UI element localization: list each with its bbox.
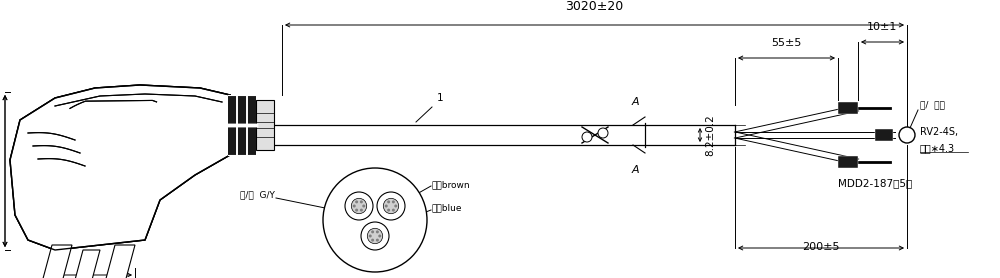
Circle shape [361, 222, 389, 250]
Circle shape [353, 205, 356, 207]
Circle shape [367, 228, 383, 244]
Text: 黃/綠  G/Y: 黃/綠 G/Y [240, 190, 275, 200]
Circle shape [355, 208, 358, 212]
Text: 1: 1 [437, 93, 443, 103]
Text: 黃/  綠色: 黃/ 綠色 [920, 101, 945, 110]
Circle shape [385, 205, 388, 207]
Circle shape [394, 205, 397, 207]
Circle shape [378, 235, 381, 237]
Circle shape [392, 200, 395, 203]
Circle shape [345, 192, 373, 220]
Circle shape [598, 128, 608, 138]
Circle shape [582, 132, 592, 142]
Circle shape [392, 208, 395, 212]
Text: 内径∗4.3: 内径∗4.3 [920, 143, 955, 153]
Bar [256, 100, 274, 150]
Circle shape [369, 235, 372, 237]
Text: 200±5: 200±5 [802, 242, 840, 252]
Text: 8.2±0.2: 8.2±0.2 [705, 114, 715, 156]
Polygon shape [10, 85, 230, 250]
Text: A: A [631, 97, 639, 107]
Text: 藍色blue: 藍色blue [432, 203, 462, 212]
Polygon shape [42, 245, 72, 278]
Bar [875, 129, 893, 141]
Text: 3020±20: 3020±20 [565, 0, 624, 13]
Circle shape [371, 239, 374, 242]
Circle shape [899, 127, 915, 143]
Polygon shape [75, 250, 100, 278]
Bar [838, 102, 858, 114]
Polygon shape [105, 245, 135, 278]
Circle shape [377, 192, 405, 220]
Circle shape [376, 230, 379, 233]
Text: 10±1: 10±1 [867, 22, 898, 32]
Text: 55±5: 55±5 [771, 38, 802, 48]
Bar [228, 95, 256, 155]
Text: A: A [631, 165, 639, 175]
Circle shape [383, 198, 399, 214]
Text: 紫色brown: 紫色brown [432, 180, 471, 190]
Polygon shape [10, 85, 230, 250]
Bar [838, 156, 858, 168]
Circle shape [362, 205, 365, 207]
Circle shape [355, 200, 358, 203]
Circle shape [323, 168, 427, 272]
Circle shape [360, 200, 363, 203]
Text: RV2-4S,: RV2-4S, [920, 127, 958, 137]
Circle shape [371, 230, 374, 233]
Circle shape [387, 208, 390, 212]
Text: MDD2-187（5）: MDD2-187（5） [838, 178, 912, 188]
Circle shape [360, 208, 363, 212]
Circle shape [387, 200, 390, 203]
Circle shape [351, 198, 367, 214]
Bar [228, 95, 256, 155]
Circle shape [376, 239, 379, 242]
